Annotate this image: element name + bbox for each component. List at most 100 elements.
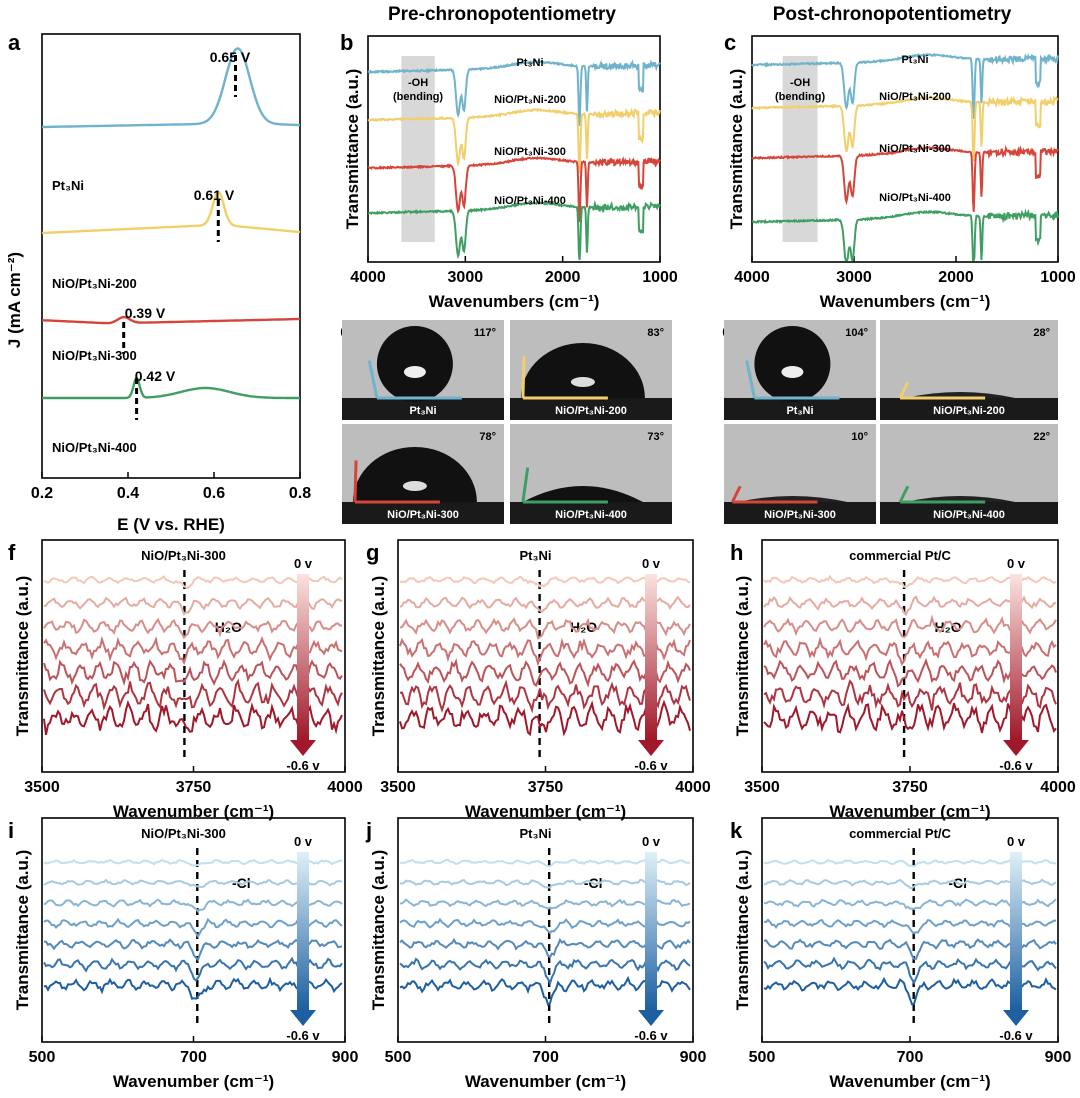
panel-f-potential-top: 0 v [294,556,313,571]
panel-c-band-label-2: (bending) [775,91,825,103]
tangent-line [745,360,756,399]
panel-b-band-label-1: -OH [408,77,428,89]
panel-g-xlabel: Wavenumber (cm⁻¹) [465,802,626,821]
droplet [522,486,643,502]
panel-i-potential-bottom: -0.6 v [286,1028,320,1043]
panel-a-peak-label-3: 0.42 V [135,368,176,384]
panel-c-ylabel: Transmittance (a.u.) [727,69,746,230]
panel-k-spectrum-1 [764,878,1057,890]
panel-letter-b: b [340,30,353,55]
panel-a-peak-label-1: 0.61 V [194,187,235,203]
panel-b-series-label-2: NiO/Pt₃Ni-300 [494,146,566,158]
panel-i-potential-arrow-head [290,1010,316,1026]
contact-angle-value: 10° [851,431,868,443]
panel-j-ylabel: Transmittance (a.u.) [369,850,388,1011]
panel-f-tick-label: 3750 [176,779,212,796]
droplet-highlight [402,481,427,491]
panel-i-spectrum-3 [43,917,343,939]
tangent-line [367,360,379,399]
droplet [376,326,453,402]
panel-f-potential-arrow-shaft [297,574,309,740]
panel-a-ylabel: J (mA cm⁻²) [5,252,24,348]
panel-a-frame [41,33,301,479]
panel-i-tick-label: 500 [29,1049,56,1066]
panel-h-potential-bottom: -0.6 v [999,758,1033,773]
sample-label: NiO/Pt₃Ni-300 [387,509,459,521]
panel-k-potential-top: 0 v [1007,834,1026,849]
panel-f-spectrum-2 [43,617,343,640]
panel-letter-i: i [8,818,14,843]
panel-f-title: NiO/Pt₃Ni-300 [141,548,226,563]
contact-angle-value: 83° [647,327,664,339]
panel-j-spectrum-3 [399,917,691,935]
panel-j-potential-top: 0 v [642,834,661,849]
panel-j-spectrum-1 [399,878,691,889]
contact-angle-value: 78° [479,431,496,443]
panel-b-xlabel: Wavenumbers (cm⁻¹) [429,292,600,311]
panel-h-tick-label: 4000 [1040,779,1076,796]
panel-f-spectrum-0 [43,575,343,590]
panel-g-spectrum-3 [399,635,691,667]
panel-f-spectrum-3 [43,635,343,666]
panel-j-spectrum-4 [399,937,691,959]
panel-g-spectrum-4 [399,658,691,688]
panel-b-tick-label: 3000 [448,269,484,286]
panel-k-tick-label: 500 [749,1049,776,1066]
section-title-c: Post-chronopotentiometry [773,4,1012,25]
panel-f-potential-arrow-head [290,740,316,756]
panel-h-tick-label: 3500 [744,779,780,796]
panel-b-tick-label: 2000 [545,269,581,286]
panel-f-potential-bottom: -0.6 v [286,758,320,773]
panel-b-tick-label: 1000 [642,269,678,286]
panel-k-spectrum-4 [763,938,1057,960]
sample-label: NiO/Pt₃Ni-400 [933,509,1005,521]
contact-angle-value: 22° [1033,431,1050,443]
panel-h-spectrum-3 [763,636,1057,666]
panel-j-potential-bottom: -0.6 v [634,1028,668,1043]
panel-g-potential-top: 0 v [642,556,661,571]
panel-b-series-label-1: NiO/Pt₃Ni-200 [494,94,566,106]
panel-a-tick-label: 0.8 [289,485,311,502]
panel-b-band-label-2: (bending) [393,91,443,103]
substrate [342,502,504,524]
droplet-highlight [403,366,426,378]
panel-a-tick-label: 0.4 [117,485,139,502]
droplet-highlight [781,366,804,378]
panel-g-tick-label: 4000 [675,779,711,796]
contact-angle-value: 117° [474,327,496,339]
panel-f-tick-label: 4000 [327,779,363,796]
panel-g-tick-label: 3500 [380,779,416,796]
panel-j-spectrum-5 [399,957,691,987]
panel-i-spectrum-4 [43,938,343,962]
panel-j-tick-label: 700 [532,1049,559,1066]
panel-c-oh-band [782,56,818,242]
panel-h-spectrum-4 [763,657,1057,688]
panel-j-potential-arrow-head [638,1010,664,1026]
panel-f-spectrum-5 [43,678,343,712]
panel-j-potential-arrow-shaft [645,852,657,1010]
panel-a-peak-label-0: 0.65 V [210,49,251,65]
panel-a-tick-label: 0.6 [203,485,225,502]
substrate [724,398,876,420]
panel-c-tick-label: 4000 [734,269,770,286]
panel-g-annotation: H₂O [570,619,597,635]
droplet [352,447,477,502]
panel-letter-a: a [8,30,21,55]
panel-b-spectrum-2 [367,155,661,223]
contact-angle-value: 104° [845,327,868,339]
panel-b-series-label-0: Pt₃Ni [516,57,543,69]
panel-c-series-label-0: Pt₃Ni [901,54,928,66]
tangent-line [353,460,358,503]
panel-i-ylabel: Transmittance (a.u.) [13,850,32,1011]
panel-k-spectrum-0 [763,858,1057,868]
panel-g-potential-arrow-head [638,740,664,756]
panel-g-spectrum-1 [399,595,691,613]
panel-g-ylabel: Transmittance (a.u.) [369,576,388,737]
panel-i-tick-label: 900 [332,1049,359,1066]
sample-label: NiO/Pt₃Ni-200 [555,405,627,417]
panel-h-ylabel: Transmittance (a.u.) [733,576,752,737]
panel-k-spectrum-6 [763,976,1057,1006]
panel-c-spectrum-3 [751,208,1059,262]
substrate [880,502,1058,524]
panel-h-tick-label: 3750 [892,779,928,796]
